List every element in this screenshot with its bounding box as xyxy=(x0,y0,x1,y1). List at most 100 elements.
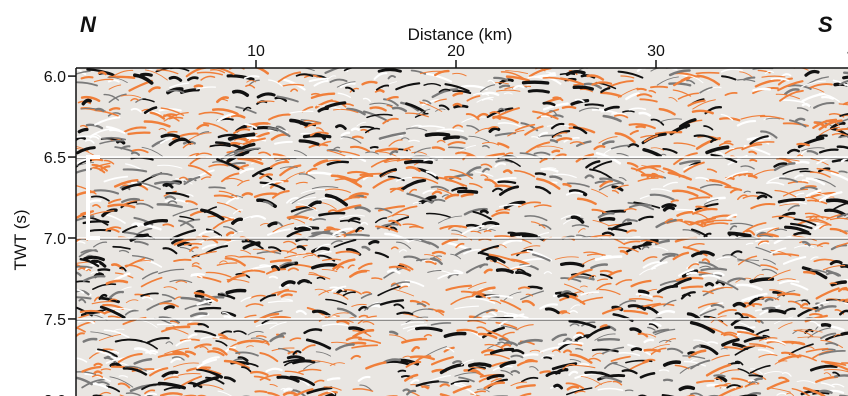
seismic-wavelet xyxy=(782,122,809,127)
seismic-wavelet xyxy=(357,315,377,324)
seismic-wavelet xyxy=(551,130,571,138)
seismic-wavelet xyxy=(131,148,149,154)
seismic-wavelet xyxy=(786,148,801,155)
seismic-wavelet xyxy=(121,197,141,204)
seismic-wavelet xyxy=(345,233,370,237)
seismic-wavelet xyxy=(710,315,727,324)
seismic-wavelet xyxy=(786,392,795,396)
seismic-wavelet xyxy=(101,136,127,141)
seismic-wavelet xyxy=(402,313,428,322)
seismic-wavelet xyxy=(269,383,278,388)
seismic-wavelet xyxy=(523,245,541,250)
seismic-wavelet xyxy=(840,362,848,364)
seismic-wavelet xyxy=(723,140,732,144)
seismic-wavelet xyxy=(694,202,719,211)
seismic-wavelet xyxy=(378,131,406,140)
seismic-wavelet xyxy=(781,340,805,346)
compass-north: N xyxy=(80,12,97,37)
seismic-wavelet xyxy=(756,194,768,200)
seismic-wavelet xyxy=(546,71,554,75)
seismic-wavelet xyxy=(622,218,632,224)
seismic-wavelet xyxy=(196,123,210,130)
seismic-wavelet xyxy=(481,167,490,174)
seismic-wavelet xyxy=(534,74,557,78)
seismic-wavelet xyxy=(425,212,452,219)
seismic-wavelet xyxy=(598,182,622,191)
seismic-wavelet xyxy=(641,245,650,250)
seismic-wavelet xyxy=(505,75,530,82)
seismic-wavelet xyxy=(296,225,313,229)
seismic-wavelet xyxy=(389,150,399,156)
seismic-wavelet xyxy=(163,305,175,311)
seismic-wavelet xyxy=(720,369,740,375)
seismic-wavelet xyxy=(497,122,522,128)
seismic-wavelet xyxy=(607,269,622,277)
seismic-wavelet xyxy=(623,309,649,315)
seismic-wavelet xyxy=(745,229,756,236)
seismic-wavelet xyxy=(749,158,758,163)
seismic-wavelet xyxy=(350,354,361,360)
seismic-wavelet xyxy=(699,308,717,317)
seismic-wavelet xyxy=(143,120,171,128)
seismic-wavelet xyxy=(734,345,756,356)
seismic-wavelet xyxy=(178,137,192,145)
seismic-wavelet xyxy=(574,390,586,394)
seismic-wavelet xyxy=(332,146,341,151)
seismic-wavelet xyxy=(579,88,594,93)
seismic-wavelet xyxy=(411,176,439,184)
seismic-wavelet xyxy=(336,307,357,318)
seismic-wavelet xyxy=(434,269,452,275)
seismic-wavelet xyxy=(266,268,287,275)
seismic-wavelet xyxy=(734,312,744,318)
seismic-wavelet xyxy=(225,197,239,205)
seismic-wavelet xyxy=(678,385,696,392)
seismic-wavelet xyxy=(759,115,785,120)
seismic-wavelet xyxy=(589,168,613,180)
seismic-wavelet xyxy=(140,276,163,288)
seismic-wavelet xyxy=(318,140,332,147)
seismic-wavelet xyxy=(205,244,229,255)
seismic-wavelet xyxy=(292,350,302,356)
seismic-wavelet xyxy=(664,218,674,224)
seismic-wavelet xyxy=(169,320,179,324)
seismic-wavelet xyxy=(91,163,108,172)
seismic-wavelet xyxy=(390,281,411,287)
seismic-wavelet xyxy=(185,200,198,206)
seismic-wavelet xyxy=(314,288,329,293)
seismic-wavelet xyxy=(133,73,154,85)
seismic-wavelet xyxy=(707,86,722,92)
seismic-wavelet xyxy=(242,137,266,146)
seismic-wavelet xyxy=(543,271,552,275)
seismic-wavelet xyxy=(289,118,308,127)
seismic-wavelet xyxy=(486,107,514,119)
seismic-wavelet xyxy=(374,217,388,224)
seismic-wavelet xyxy=(374,207,393,214)
seismic-wavelet xyxy=(790,282,809,291)
seismic-wavelet xyxy=(530,221,546,229)
seismic-wavelet xyxy=(594,381,612,388)
seismic-wavelet xyxy=(133,357,153,365)
seismic-wavelet xyxy=(586,326,611,339)
seismic-wavelet xyxy=(390,246,399,250)
seismic-wavelet xyxy=(216,262,238,266)
seismic-wavelet xyxy=(179,218,201,227)
seismic-wavelet xyxy=(753,274,764,280)
seismic-wavelet xyxy=(687,263,700,269)
seismic-wavelet xyxy=(489,347,515,355)
seismic-wavelet xyxy=(602,140,615,146)
seismic-wavelet xyxy=(454,372,477,377)
seismic-wavelet xyxy=(610,222,633,231)
seismic-wavelet xyxy=(724,170,749,180)
seismic-wavelet xyxy=(91,374,104,378)
seismic-wavelet xyxy=(787,204,800,211)
seismic-wavelet xyxy=(406,389,417,396)
seismic-wavelet xyxy=(122,367,148,376)
seismic-wavelet xyxy=(196,71,224,76)
seismic-wavelet xyxy=(184,350,196,356)
seismic-wavelet xyxy=(815,134,828,139)
x-tick-label: 10 xyxy=(247,43,265,60)
seismic-wavelet xyxy=(231,89,250,97)
seismic-wavelet xyxy=(726,213,738,220)
seismic-wavelet xyxy=(482,221,500,226)
